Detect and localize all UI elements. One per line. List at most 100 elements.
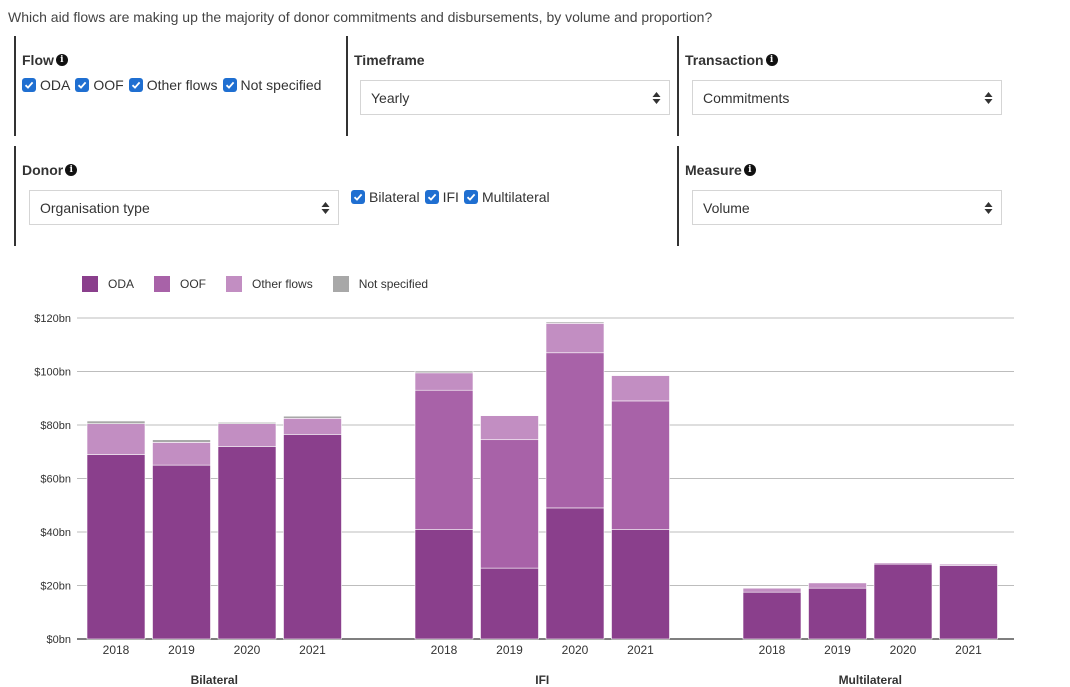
timeframe-filter-panel: Timeframe Yearly bbox=[346, 36, 670, 136]
bar-segment bbox=[480, 415, 539, 441]
timeframe-title-label: Timeframe bbox=[354, 52, 425, 68]
checkmark-icon[interactable] bbox=[463, 190, 478, 204]
donor-checkbox-label: Multilateral bbox=[481, 189, 550, 205]
flow-filter-title: Flow i bbox=[22, 52, 68, 68]
stacked-bar-chart: $0bn $20bn $40bn $60bn $80bn $100bn $120bn 2018… bbox=[34, 313, 1014, 687]
legend-item[interactable]: OOF bbox=[154, 276, 206, 292]
flow-checkbox-label: OOF bbox=[93, 77, 124, 93]
flow-checkbox-oda[interactable]: ODA bbox=[22, 77, 70, 93]
info-icon[interactable]: i bbox=[55, 54, 68, 66]
legend-label: Other flows bbox=[252, 277, 313, 291]
info-icon[interactable]: i bbox=[743, 164, 756, 176]
bar-segment bbox=[414, 372, 474, 391]
donor-filter-panel: Donor i Organisation type bbox=[14, 146, 344, 246]
donor-checkbox-multilateral[interactable]: Multilateral bbox=[463, 189, 550, 205]
legend-swatch bbox=[82, 276, 98, 292]
x-tick-label: 2019 bbox=[496, 643, 523, 657]
flow-checkbox-label: Not specified bbox=[240, 77, 322, 93]
bar-segment bbox=[545, 321, 605, 324]
bar-segment bbox=[545, 507, 605, 640]
measure-filter-panel: Measure i Volume bbox=[677, 146, 1007, 246]
up-down-arrows-icon bbox=[984, 92, 993, 104]
bar-segment bbox=[480, 439, 539, 569]
bar-segment bbox=[611, 374, 670, 376]
flow-checkbox-other-flows[interactable]: Other flows bbox=[128, 77, 218, 93]
bar-segment bbox=[939, 565, 998, 640]
flow-filter-panel: Flow i ODA OOF Other flows Not specified bbox=[14, 36, 334, 136]
y-tick-label: $40bn bbox=[40, 527, 71, 539]
bar-segment bbox=[873, 561, 933, 564]
bar-segment bbox=[480, 567, 539, 640]
y-tick-label: $100bn bbox=[34, 367, 71, 379]
checkmark-icon[interactable] bbox=[222, 78, 237, 92]
transaction-select-value: Commitments bbox=[703, 89, 790, 106]
x-tick-label: 2018 bbox=[103, 643, 130, 657]
donor-select[interactable]: Organisation type bbox=[29, 190, 339, 225]
legend-item[interactable]: Not specified bbox=[332, 276, 428, 292]
legend-label: OOF bbox=[180, 277, 207, 291]
x-tick-label: 2021 bbox=[299, 643, 326, 657]
bar-segment bbox=[414, 370, 474, 374]
bar-segment bbox=[939, 563, 998, 565]
donor-options: Bilateral IFI Multilateral bbox=[351, 189, 555, 205]
measure-select-value: Volume bbox=[703, 199, 750, 216]
bar-segment bbox=[742, 587, 802, 589]
x-tick-label: 2020 bbox=[234, 643, 261, 657]
legend-item[interactable]: Other flows bbox=[226, 276, 313, 292]
bar-segment bbox=[742, 591, 802, 640]
timeframe-select-value: Yearly bbox=[371, 89, 410, 106]
x-tick-label: 2020 bbox=[562, 643, 589, 657]
y-tick-label: $20bn bbox=[40, 581, 71, 593]
donor-title-label: Donor bbox=[22, 162, 64, 178]
flow-checkbox-not-specified[interactable]: Not specified bbox=[222, 77, 322, 93]
checkmark-icon[interactable] bbox=[351, 190, 365, 204]
legend-item[interactable]: ODA bbox=[82, 276, 134, 292]
donor-select-value: Organisation type bbox=[40, 199, 150, 216]
x-tick-label: 2021 bbox=[955, 643, 982, 657]
x-tick-label: 2018 bbox=[431, 643, 458, 657]
bar-segment bbox=[86, 423, 146, 455]
donor-checkbox-bilateral[interactable]: Bilateral bbox=[351, 189, 420, 205]
bar-segment bbox=[283, 418, 342, 435]
y-tick-label: $80bn bbox=[40, 420, 71, 432]
bar-segment bbox=[217, 422, 277, 424]
measure-select[interactable]: Volume bbox=[692, 190, 1002, 225]
timeframe-filter-title: Timeframe bbox=[354, 52, 425, 68]
bar-segment bbox=[283, 415, 342, 419]
info-icon[interactable]: i bbox=[765, 54, 778, 66]
bar-segment bbox=[283, 434, 342, 640]
timeframe-select[interactable]: Yearly bbox=[360, 80, 670, 115]
y-tick-label: $0bn bbox=[47, 634, 71, 646]
bar-segment bbox=[86, 454, 146, 640]
x-tick-label: 2019 bbox=[168, 643, 195, 657]
bar-segment bbox=[414, 389, 474, 530]
flow-checkbox-oof[interactable]: OOF bbox=[75, 77, 124, 93]
donor-checkbox-ifi[interactable]: IFI bbox=[424, 189, 459, 205]
checkmark-icon[interactable] bbox=[424, 190, 439, 204]
flow-checkbox-label: Other flows bbox=[146, 77, 218, 93]
group-label: Multilateral bbox=[839, 673, 902, 687]
flow-title-label: Flow bbox=[22, 52, 54, 68]
bar-segment bbox=[152, 442, 211, 466]
checkmark-icon[interactable] bbox=[22, 78, 36, 92]
flow-checkbox-label: ODA bbox=[40, 77, 71, 93]
up-down-arrows-icon bbox=[652, 92, 661, 104]
y-tick-label: $60bn bbox=[40, 474, 71, 486]
group-label: IFI bbox=[535, 673, 549, 687]
legend-swatch bbox=[332, 276, 349, 292]
x-tick-label: 2019 bbox=[824, 643, 851, 657]
info-icon[interactable]: i bbox=[65, 164, 78, 176]
bar-segment bbox=[742, 587, 802, 593]
legend-swatch bbox=[226, 276, 243, 292]
up-down-arrows-icon bbox=[321, 202, 330, 214]
transaction-select[interactable]: Commitments bbox=[692, 80, 1002, 115]
measure-title-label: Measure bbox=[685, 162, 742, 178]
checkmark-icon[interactable] bbox=[75, 78, 90, 92]
bar-segment bbox=[808, 582, 867, 589]
transaction-title-label: Transaction bbox=[685, 52, 764, 68]
checkmark-icon[interactable] bbox=[128, 78, 143, 92]
legend-label: ODA bbox=[108, 277, 135, 291]
bar-segment bbox=[545, 352, 605, 509]
group-label: Bilateral bbox=[191, 673, 238, 687]
measure-filter-title: Measure i bbox=[685, 162, 756, 178]
